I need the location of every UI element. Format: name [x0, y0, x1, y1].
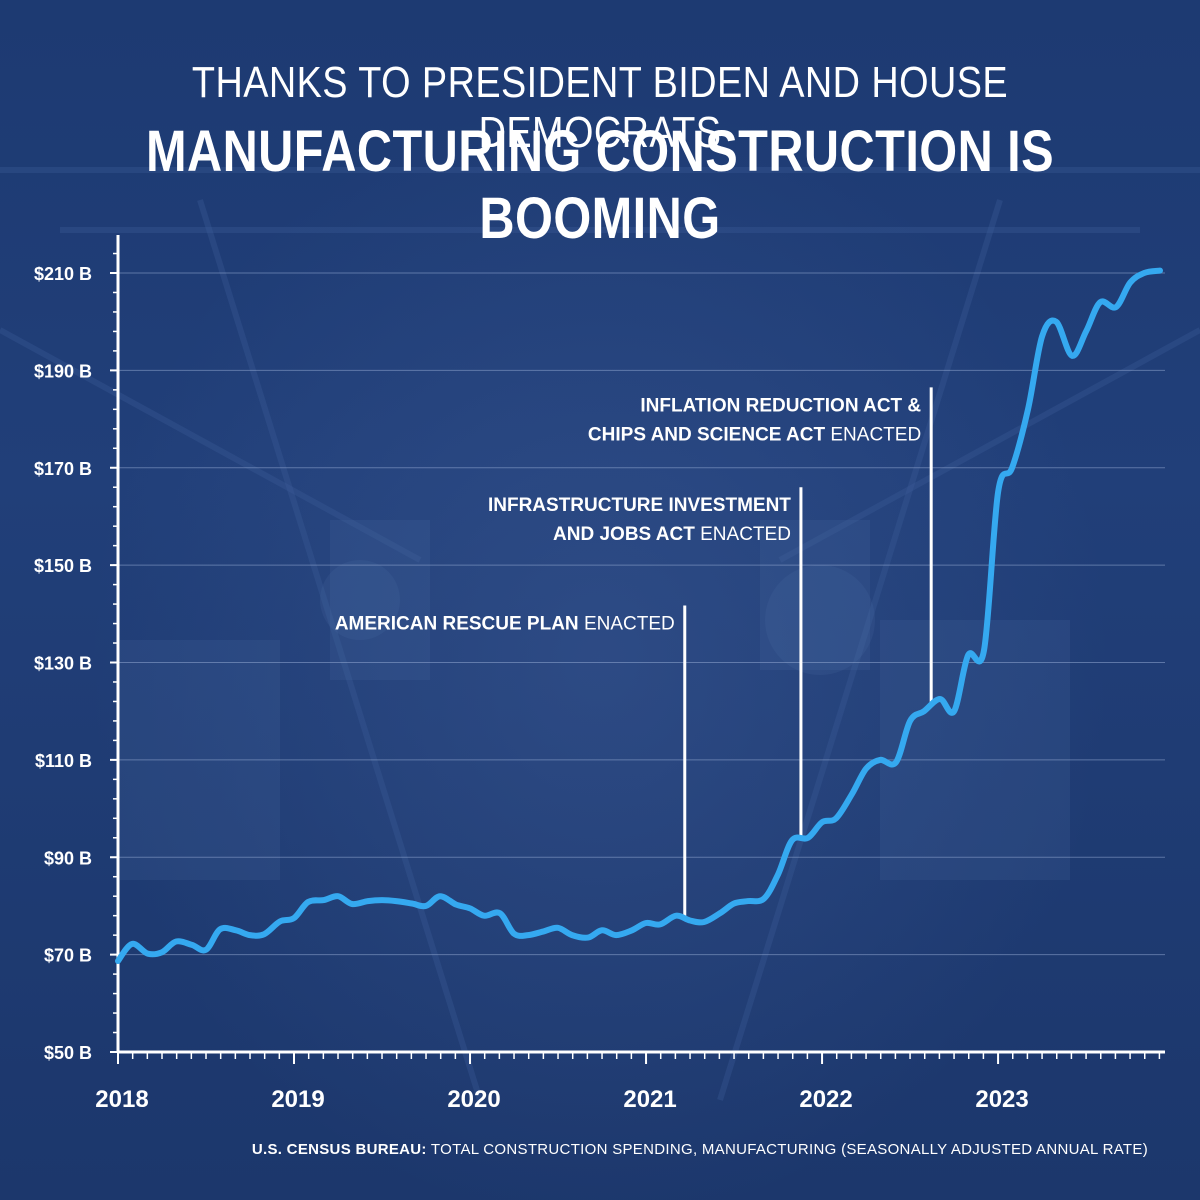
y-tick-label: $110 B	[35, 751, 92, 771]
series-line	[115, 267, 1163, 964]
series-layer	[115, 267, 1163, 964]
y-tick-label: $210 B	[34, 264, 92, 284]
y-tick-label: $130 B	[34, 654, 92, 674]
x-tick-label: 2023	[975, 1086, 1028, 1113]
x-tick-label: 2021	[623, 1086, 676, 1113]
annotation-label: AMERICAN RESCUE PLAN ENACTED	[335, 614, 675, 635]
annotation-label: INFRASTRUCTURE INVESTMENT	[488, 495, 791, 516]
source-note: U.S. CENSUS BUREAU: TOTAL CONSTRUCTION S…	[0, 1141, 1148, 1158]
annotation-label-bold: AMERICAN RESCUE PLAN	[335, 614, 579, 635]
gridlines	[118, 272, 1165, 956]
y-tick-label: $50 B	[44, 1043, 92, 1063]
annotation-label-normal: ENACTED	[579, 614, 675, 635]
y-tick-label: $190 B	[34, 361, 92, 381]
annotation-label: CHIPS AND SCIENCE ACT ENACTED	[588, 424, 921, 445]
y-tick-label: $170 B	[34, 459, 92, 479]
x-tick-label: 2018	[95, 1086, 148, 1113]
y-tick-label: $150 B	[34, 556, 92, 576]
x-tick-label: 2020	[447, 1086, 500, 1113]
annotation-label-bold: CHIPS AND SCIENCE ACT	[588, 424, 826, 445]
annotation-label-bold: INFRASTRUCTURE INVESTMENT	[488, 495, 791, 516]
annotation-label-normal: ENACTED	[695, 524, 791, 545]
annotation-label-bold: AND JOBS ACT	[553, 524, 695, 545]
source-text: TOTAL CONSTRUCTION SPENDING, MANUFACTURI…	[426, 1141, 1148, 1158]
annotation-label-bold: INFLATION REDUCTION ACT &	[640, 395, 921, 416]
axes: $50 B $70 B $90 B $110 B $130 B $150 B $170 B $…	[34, 235, 1165, 1113]
annotation-label-normal: ENACTED	[825, 424, 921, 445]
annotation-label: AND JOBS ACT ENACTED	[553, 524, 791, 545]
y-tick-label: $90 B	[44, 848, 92, 868]
x-tick-label: 2019	[271, 1086, 324, 1113]
title-line-1: THANKS TO PRESIDENT BIDEN AND HOUSE DEMO…	[191, 58, 1009, 157]
x-tick-label: 2022	[799, 1086, 852, 1113]
y-tick-label: $70 B	[44, 946, 92, 966]
source-label: U.S. CENSUS BUREAU:	[251, 1141, 427, 1158]
annotations: AMERICAN RESCUE PLAN ENACTED INFRASTRUCTU…	[335, 387, 933, 919]
annotation-label: INFLATION REDUCTION ACT &	[640, 395, 921, 416]
title-line-2: MANUFACTURING CONSTRUCTION IS BOOMING	[145, 119, 1055, 251]
